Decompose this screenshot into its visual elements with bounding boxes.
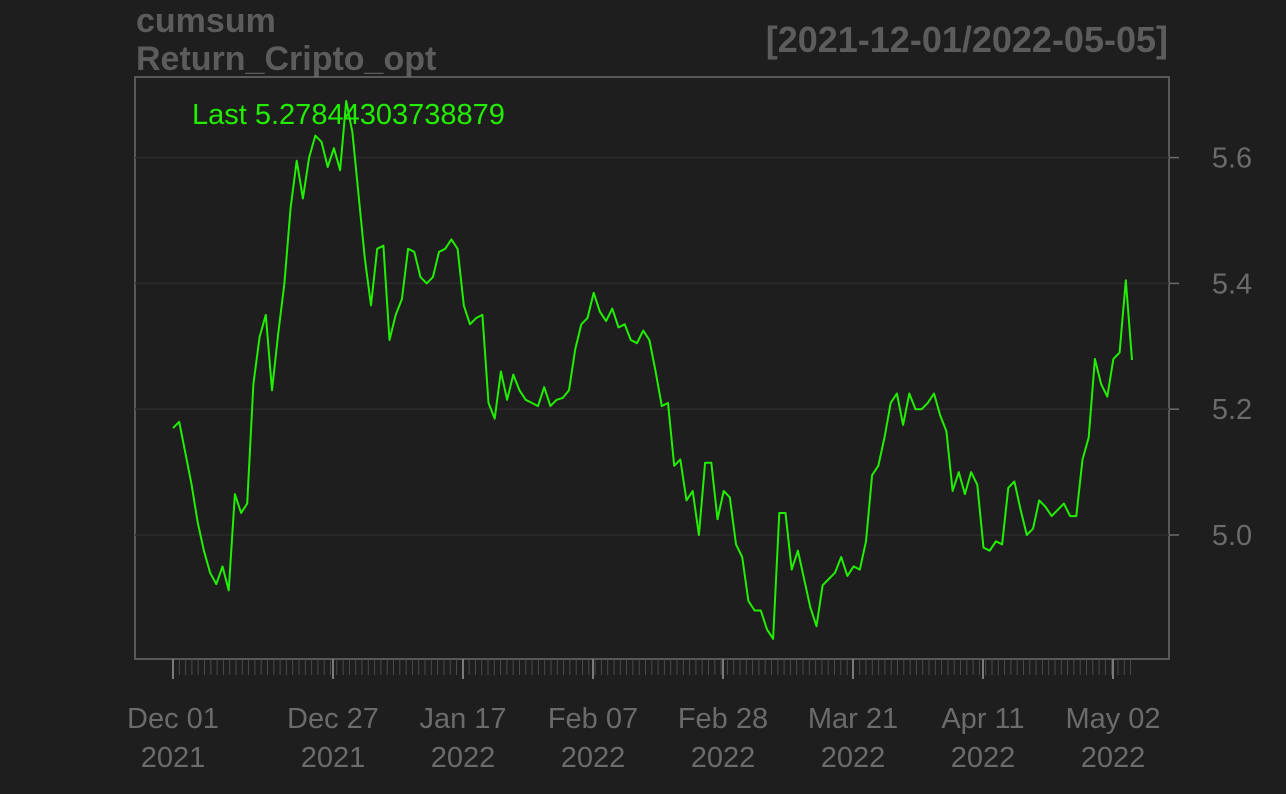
x-tick-label-month: May 02 <box>1065 703 1160 735</box>
x-tick-label-month: Feb 07 <box>548 703 638 735</box>
x-tick-label-year: 2022 <box>691 742 756 774</box>
chart-title-line1: cumsum <box>136 2 276 40</box>
x-tick-label-month: Dec 01 <box>127 703 219 735</box>
last-value-label: Last 5.27844303738879 <box>192 99 505 131</box>
date-range-label: [2021-12-01/2022-05-05] <box>766 19 1168 60</box>
y-tick-label: 5.2 <box>1212 394 1252 426</box>
x-tick-label-year: 2021 <box>301 742 366 774</box>
x-tick-label-month: Jan 17 <box>419 703 506 735</box>
x-tick-label-year: 2022 <box>951 742 1016 774</box>
chart-title-line2: Return_Cripto_opt <box>136 40 436 78</box>
x-tick-label-year: 2022 <box>821 742 886 774</box>
x-axis: Dec 01 2021 Dec 27 2021 Jan 17 2022 Feb 07 2022… <box>127 659 1161 774</box>
x-tick-label-month: Feb 28 <box>678 703 768 735</box>
x-tick-label-month: Mar 21 <box>808 703 898 735</box>
x-tick-label-year: 2021 <box>141 742 206 774</box>
x-tick-label-year: 2022 <box>1081 742 1146 774</box>
x-tick-label-year: 2022 <box>431 742 496 774</box>
x-tick-label-month: Dec 27 <box>287 703 379 735</box>
y-tick-label: 5.6 <box>1212 143 1252 175</box>
y-tick-label: 5.4 <box>1212 268 1252 300</box>
plot-area <box>134 76 1170 660</box>
x-tick-label-month: Apr 11 <box>941 703 1024 735</box>
y-axis: 5.0 5.2 5.4 5.6 <box>1169 143 1252 552</box>
x-tick-label-year: 2022 <box>561 742 626 774</box>
grid-lines <box>135 156 1169 536</box>
y-tick-label: 5.0 <box>1212 520 1252 552</box>
series-line-cumsum <box>172 100 1133 640</box>
